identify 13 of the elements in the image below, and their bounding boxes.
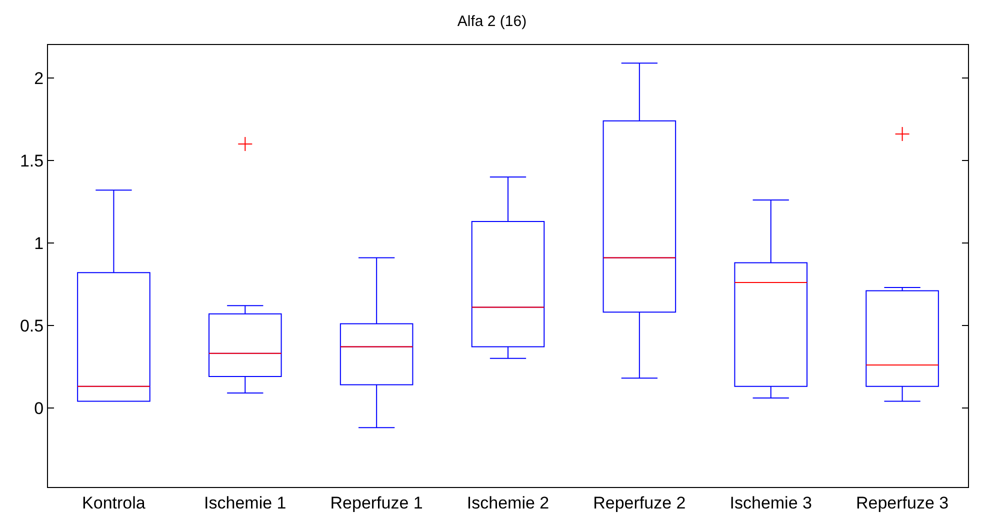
y-tick-label: 0 [34, 398, 44, 418]
x-tick-label: Ischemie 2 [466, 493, 550, 512]
x-tick-label: Ischemie 3 [730, 493, 812, 512]
chart-title: Alfa 2 (16) [457, 12, 527, 30]
x-tick-label: Kontrola [82, 493, 146, 512]
x-tick-label: Reperfuze 2 [593, 493, 686, 512]
x-tick-label: Reperfuze 1 [330, 493, 423, 512]
x-tick-label: Reperfuze 3 [856, 493, 949, 512]
y-tick-label: 0.5 [20, 316, 44, 336]
x-tick-label: Ischemie 1 [204, 493, 286, 512]
y-tick-label: 2 [34, 68, 44, 88]
y-tick-label: 1.5 [20, 151, 44, 170]
y-tick-label: 1 [34, 234, 44, 253]
